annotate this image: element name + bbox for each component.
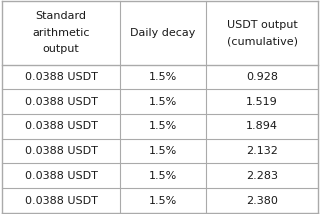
Text: 2.283: 2.283 — [246, 171, 278, 181]
Text: Daily decay: Daily decay — [131, 28, 196, 38]
Text: 1.5%: 1.5% — [149, 72, 177, 82]
Text: 0.0388 USDT: 0.0388 USDT — [25, 196, 97, 206]
Text: 0.0388 USDT: 0.0388 USDT — [25, 97, 97, 107]
Text: 1.519: 1.519 — [246, 97, 278, 107]
Text: 0.0388 USDT: 0.0388 USDT — [25, 121, 97, 131]
Text: 1.5%: 1.5% — [149, 121, 177, 131]
Text: USDT output
(cumulative): USDT output (cumulative) — [227, 20, 298, 46]
Text: 1.5%: 1.5% — [149, 97, 177, 107]
Text: 1.894: 1.894 — [246, 121, 278, 131]
Text: 0.0388 USDT: 0.0388 USDT — [25, 171, 97, 181]
Text: Standard
arithmetic
output: Standard arithmetic output — [32, 12, 90, 54]
Text: 0.0388 USDT: 0.0388 USDT — [25, 146, 97, 156]
Text: 1.5%: 1.5% — [149, 196, 177, 206]
Text: 1.5%: 1.5% — [149, 146, 177, 156]
Text: 2.380: 2.380 — [246, 196, 278, 206]
Text: 0.928: 0.928 — [246, 72, 278, 82]
Text: 2.132: 2.132 — [246, 146, 278, 156]
Text: 1.5%: 1.5% — [149, 171, 177, 181]
Text: 0.0388 USDT: 0.0388 USDT — [25, 72, 97, 82]
